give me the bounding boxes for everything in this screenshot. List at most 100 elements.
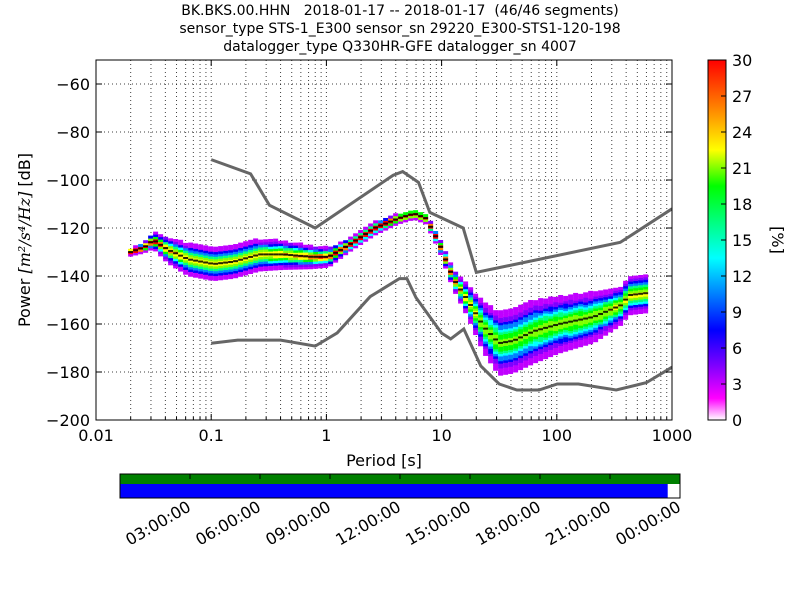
psd-cell [258, 244, 264, 248]
psd-cell [568, 299, 574, 303]
psd-cell [553, 349, 559, 353]
psd-cell [223, 257, 229, 261]
psd-cell [548, 334, 554, 338]
psd-cell [198, 249, 204, 253]
psd-cell [623, 307, 629, 311]
psd-cell [538, 319, 544, 323]
psd-cell [528, 340, 534, 344]
psd-mode-mark [328, 254, 334, 257]
colorbar-label: [%] [768, 226, 787, 254]
psd-cell [208, 253, 214, 257]
psd-cell [303, 256, 309, 260]
psd-cell [173, 243, 179, 247]
psd-cell [218, 258, 224, 262]
psd-cell [513, 357, 519, 361]
psd-cell [488, 309, 494, 313]
x-tick-label: 1000 [652, 426, 693, 445]
psd-cell [483, 328, 489, 332]
psd-cell [433, 231, 439, 235]
psd-cell [583, 311, 589, 315]
psd-cell [208, 272, 214, 276]
psd-cell [628, 312, 634, 316]
psd-cell [543, 312, 549, 316]
psd-cell [263, 268, 269, 272]
psd-cell [518, 321, 524, 325]
psd-cell [538, 355, 544, 359]
psd-cell [643, 286, 649, 290]
psd-cell [573, 336, 579, 340]
psd-cell [308, 261, 314, 265]
psd-cell [198, 266, 204, 270]
psd-cell [528, 314, 534, 318]
psd-cell [568, 301, 574, 305]
psd-cell [223, 271, 229, 275]
psd-cell [513, 311, 519, 315]
psd-cell [603, 323, 609, 327]
psd-cell [503, 345, 509, 349]
psd-cell [453, 288, 459, 292]
psd-cell [268, 250, 274, 254]
psd-cell [503, 369, 509, 373]
psd-cell [618, 322, 624, 326]
psd-cell [638, 299, 644, 303]
psd-cell [218, 248, 224, 252]
psd-cell [483, 340, 489, 344]
psd-mode-mark [148, 241, 154, 244]
y-tick-label: −140 [46, 267, 90, 286]
psd-cell [583, 328, 589, 332]
psd-cell [548, 349, 554, 353]
psd-cell [523, 326, 529, 330]
psd-cell [488, 307, 494, 311]
psd-cell [533, 324, 539, 328]
psd-cell [628, 283, 634, 287]
psd-cell [178, 242, 184, 246]
psd-cell [598, 321, 604, 325]
psd-cell [473, 308, 479, 312]
psd-cell [283, 257, 289, 261]
psd-cell [503, 357, 509, 361]
psd-cell [213, 251, 219, 255]
psd-cell [598, 316, 604, 320]
psd-cell [553, 330, 559, 334]
psd-cell [453, 290, 459, 294]
psd-cell [493, 353, 499, 357]
psd-cell [518, 304, 524, 308]
psd-mode-mark [583, 317, 589, 320]
psd-cell [278, 250, 284, 254]
psd-cell [263, 241, 269, 245]
psd-mode-mark [248, 255, 254, 258]
psd-cell [258, 268, 264, 272]
psd-cell [478, 316, 484, 320]
psd-cell [593, 305, 599, 309]
psd-cell [533, 345, 539, 349]
psd-cell [538, 322, 544, 326]
psd-cell [528, 343, 534, 347]
psd-mode-mark [433, 235, 439, 238]
psd-cell [593, 319, 599, 323]
psd-cell [248, 239, 254, 243]
psd-cell [548, 308, 554, 312]
psd-cell [498, 348, 504, 352]
psd-cell [163, 248, 169, 252]
psd-cell [483, 316, 489, 320]
psd-mode-mark [263, 253, 269, 256]
psd-cell [483, 302, 489, 306]
psd-cell [143, 242, 149, 246]
psd-mode-mark [383, 222, 389, 225]
psd-cell [643, 305, 649, 309]
psd-cell [193, 250, 199, 254]
psd-cell [583, 313, 589, 317]
psd-cell [308, 256, 314, 260]
psd-mode-mark [463, 295, 469, 298]
psd-cell [518, 347, 524, 351]
psd-cell [283, 264, 289, 268]
psd-cell [173, 241, 179, 245]
psd-cell [303, 249, 309, 253]
psd-cell [213, 270, 219, 274]
psd-cell [353, 240, 359, 244]
psd-cell [513, 316, 519, 320]
psd-cell [593, 298, 599, 302]
psd-cell [273, 257, 279, 261]
psd-cell [483, 324, 489, 328]
psd-cell [498, 317, 504, 321]
